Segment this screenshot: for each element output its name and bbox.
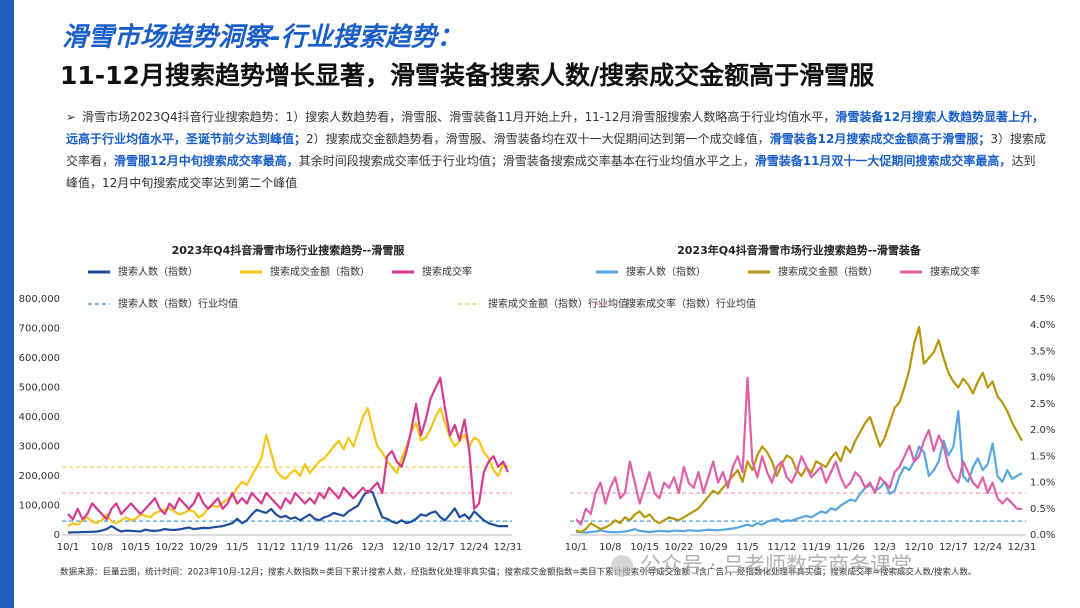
- x-tick-label: 11/19: [291, 542, 320, 553]
- x-tick-label: 10/29: [189, 542, 218, 553]
- x-tick-label: 11/26: [836, 542, 865, 553]
- body-text: 3）搜索成交率看，: [66, 132, 1046, 168]
- x-tick-label: 11/12: [257, 542, 286, 553]
- y2-tick-label: 1.0%: [1030, 478, 1055, 489]
- footer: 数据来源：巨量云图，统计时间：2023年10月-12月；搜索人数指数=类目下累计…: [60, 567, 976, 578]
- x-tick-label: 12/10: [392, 542, 421, 553]
- y2-tick-label: 4.0%: [1030, 320, 1055, 331]
- series-line: [575, 325, 1023, 534]
- title: 滑雪市场趋势洞察-行业搜索趋势：: [62, 23, 463, 53]
- chart-title: 2023年Q4抖音滑雪市场行业搜索趋势--滑雪服: [172, 243, 406, 257]
- y2-tick-label: 0.0%: [1030, 530, 1055, 541]
- legend-label: 搜索人数（指数）行业均值: [118, 297, 238, 310]
- x-tick-label: 11/12: [767, 542, 796, 553]
- x-tick-label: 10/15: [121, 542, 150, 553]
- y-tick-label: 700,000: [19, 324, 60, 335]
- x-tick-label: 10/29: [699, 542, 728, 553]
- y2-tick-label: 2.0%: [1030, 425, 1055, 436]
- y2-tick-label: 2.5%: [1030, 399, 1055, 410]
- y-tick-label: 800,000: [19, 294, 60, 305]
- y2-tick-label: 3.0%: [1030, 373, 1055, 384]
- x-tick-label: 12/24: [460, 542, 489, 553]
- highlight-text: 滑雪装备12月搜索人数趋势显著上升，远高于行业均值水平，圣诞节前夕达到峰值；: [66, 110, 1045, 146]
- x-tick-label: 11/26: [324, 542, 353, 553]
- y2-tick-label: 4.5%: [1030, 294, 1055, 305]
- y-tick-label: 0: [54, 530, 60, 541]
- y2-tick-label: 3.5%: [1030, 346, 1055, 357]
- series-line: [67, 376, 510, 521]
- y-tick-label: 400,000: [19, 412, 60, 423]
- paragraph: ➢ 滑雪市场2023Q4抖音行业搜索趋势：1）搜索人数趋势看，滑雪服、滑雪装备11…: [66, 106, 1046, 194]
- y-tick-label: 200,000: [19, 471, 60, 482]
- body-text: 其余时间段搜索成交率低于行业均值；滑雪装备搜索成交率基本在行业均值水平之上，: [298, 154, 755, 168]
- highlight-text: 滑雪装备12月搜索成交金额高于滑雪服；: [769, 132, 991, 146]
- x-tick-label: 12/31: [494, 542, 523, 553]
- legend-label: 搜索成交率: [422, 265, 472, 278]
- y2-tick-label: 1.5%: [1030, 451, 1055, 462]
- legend-label: 搜索成交金额（指数）: [778, 265, 878, 278]
- x-tick-label: 11/19: [802, 542, 831, 553]
- legend-label: 搜索成交率（指数）行业均值: [626, 297, 756, 310]
- legend-label: 搜索人数（指数）: [626, 265, 706, 278]
- bullet: ➢: [66, 110, 77, 124]
- x-tick-label: 12/17: [426, 542, 455, 553]
- x-tick-label: 12/10: [905, 542, 934, 553]
- y-tick-label: 300,000: [19, 442, 60, 453]
- x-tick-label: 10/22: [665, 542, 694, 553]
- x-tick-label: 12/3: [361, 542, 383, 553]
- legend-label: 搜索人数（指数）: [118, 265, 198, 278]
- x-tick-label: 10/22: [155, 542, 184, 553]
- y2-tick-label: 0.5%: [1030, 504, 1055, 515]
- highlight-text: 滑雪装备11月双十一大促期间搜索成交率最高，: [754, 154, 1012, 168]
- side-stripe: [0, 0, 14, 608]
- subtitle: 11-12月搜索趋势增长显著，滑雪装备搜索人数/搜索成交金额高于滑雪服: [60, 61, 875, 90]
- watermark: 公众号 · 吕老师数字商务课堂: [640, 553, 912, 577]
- body-text: 滑雪市场2023Q4抖音行业搜索趋势：1）搜索人数趋势看，滑雪服、滑雪装备11月…: [82, 110, 836, 124]
- x-tick-label: 12/24: [973, 542, 1002, 553]
- series-line: [575, 410, 1023, 534]
- body-text: 2）搜索成交金额趋势看，滑雪服、滑雪装备均在双十一大促期间达到第一个成交峰值，: [306, 132, 770, 146]
- x-tick-label: 12/3: [874, 542, 896, 553]
- series-line: [575, 376, 1022, 526]
- x-tick-label: 12/17: [939, 542, 968, 553]
- legend-label: 搜索成交金额（指数）: [270, 265, 370, 278]
- legend-label: 搜索成交率: [930, 265, 980, 278]
- body-text: 达到峰值，12月中旬搜索成交率达到第二个峰值: [66, 154, 1036, 190]
- x-tick-label: 10/15: [630, 542, 659, 553]
- x-tick-label: 10/1: [57, 542, 79, 553]
- x-tick-label: 12/31: [1008, 542, 1037, 553]
- x-tick-label: 10/8: [599, 542, 621, 553]
- x-tick-label: 11/5: [226, 542, 248, 553]
- chart-title: 2023年Q4抖音滑雪市场行业搜索趋势--滑雪装备: [677, 243, 922, 257]
- y-tick-label: 500,000: [19, 383, 60, 394]
- x-tick-label: 10/1: [565, 542, 587, 553]
- series-line: [67, 489, 508, 534]
- watermark-icon: [611, 555, 633, 577]
- y-tick-label: 600,000: [19, 353, 60, 364]
- legend-label: 搜索成交金额（指数）行业均值: [488, 297, 628, 310]
- y-tick-label: 100,000: [19, 501, 60, 512]
- x-tick-label: 10/8: [91, 542, 113, 553]
- highlight-text: 滑雪服12月中旬搜索成交率最高，: [114, 154, 299, 168]
- x-tick-label: 11/5: [736, 542, 758, 553]
